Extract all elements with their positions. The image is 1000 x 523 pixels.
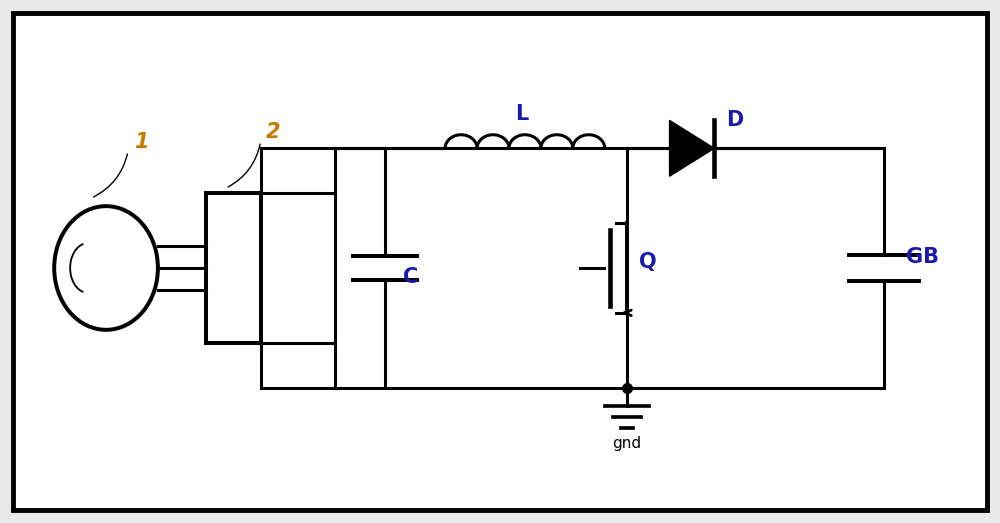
Text: D: D [726,110,743,130]
Polygon shape [670,120,714,176]
Text: 1: 1 [134,132,148,152]
Text: 2: 2 [266,122,280,142]
Text: L: L [515,105,528,124]
Ellipse shape [54,206,158,330]
Text: Q: Q [639,252,656,272]
Text: GB: GB [906,247,939,267]
Text: gnd: gnd [612,436,641,450]
Bar [206,193,261,343]
Text: C: C [403,267,419,287]
